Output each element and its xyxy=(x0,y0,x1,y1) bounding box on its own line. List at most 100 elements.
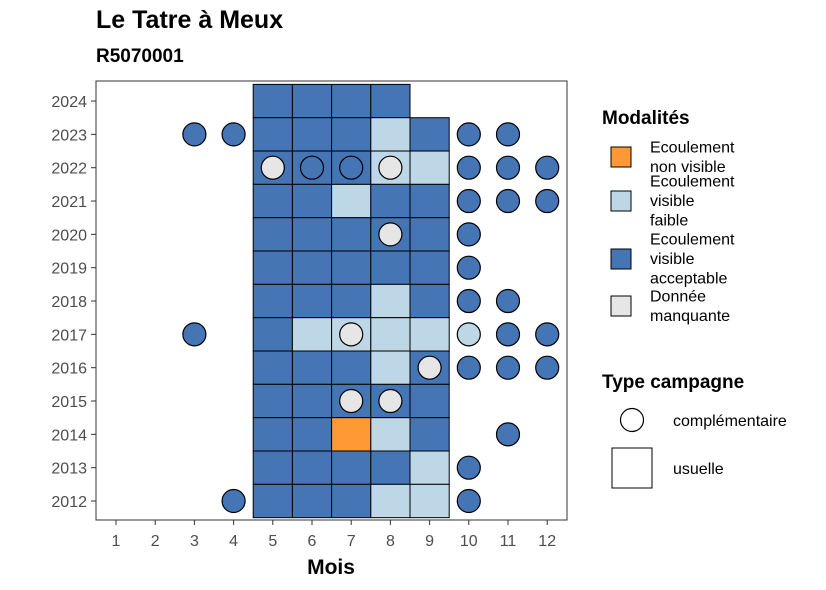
point-2017-12 xyxy=(535,322,560,347)
point-2012-4 xyxy=(221,488,246,514)
circle-layer xyxy=(182,122,560,514)
point-2015-8 xyxy=(378,388,403,414)
point-2022-10 xyxy=(456,155,481,180)
point-2017-3 xyxy=(182,322,207,347)
tile-2014-8 xyxy=(370,417,411,452)
tile-2020-5 xyxy=(252,217,293,252)
point-2018-11 xyxy=(495,288,521,314)
tile-2020-9 xyxy=(409,217,450,252)
y-tick-label: 2023 xyxy=(51,127,87,144)
point-2017-7 xyxy=(339,322,364,347)
y-tick-label: 2013 xyxy=(51,461,87,478)
point-2021-11 xyxy=(495,188,521,214)
tile-2020-7 xyxy=(331,217,372,252)
tile-2013-7 xyxy=(331,450,372,485)
x-tick-label: 3 xyxy=(190,533,199,550)
x-tick-label: 1 xyxy=(112,533,121,550)
tile-2024-5 xyxy=(252,83,293,119)
point-2020-8 xyxy=(378,222,403,247)
y-tick-label: 2018 xyxy=(51,294,87,311)
tile-2021-7 xyxy=(331,183,372,219)
tile-2023-9 xyxy=(409,117,450,152)
y-axis: 2012 2013 2014 2015 2016 2017 2018 2019 2020 2021… xyxy=(51,94,96,511)
point-2016-12 xyxy=(535,355,560,380)
y-tick-label: 2017 xyxy=(51,327,87,344)
tile-2012-9 xyxy=(409,483,450,519)
x-tick-label: 6 xyxy=(308,533,317,550)
tile-2023-6 xyxy=(291,117,333,152)
point-2023-4 xyxy=(221,122,246,147)
tile-2016-6 xyxy=(291,350,333,385)
point-2014-11 xyxy=(495,422,521,447)
tile-2015-5 xyxy=(252,383,293,419)
point-2023-10 xyxy=(456,122,481,147)
point-2019-10 xyxy=(456,255,481,280)
legend-circle-key xyxy=(619,407,645,433)
tile-2019-7 xyxy=(331,250,372,285)
y-tick-label: 2014 xyxy=(51,427,87,444)
tile-2024-6 xyxy=(291,83,333,119)
tile-2017-9 xyxy=(409,317,450,352)
tile-2015-6 xyxy=(291,383,333,419)
x-tick-label: 12 xyxy=(538,533,556,550)
x-tick-label: 5 xyxy=(268,533,277,550)
tile-2018-7 xyxy=(331,283,372,319)
x-tick-label: 7 xyxy=(347,533,356,550)
tile-2018-8 xyxy=(370,283,411,319)
legend-label-dm: Donnée manquante xyxy=(650,288,730,325)
point-2012-10 xyxy=(456,488,481,514)
tile-2023-8 xyxy=(370,117,411,152)
y-tick-label: 2016 xyxy=(51,361,87,378)
y-tick-label: 2022 xyxy=(51,161,87,178)
tile-2012-6 xyxy=(291,483,333,519)
legend-key-nv xyxy=(610,146,632,168)
point-2023-11 xyxy=(495,122,521,147)
legend-modalites-title: Modalités xyxy=(602,108,690,129)
tile-2013-9 xyxy=(409,450,450,485)
legend-key-va xyxy=(610,248,632,270)
point-2022-12 xyxy=(535,155,560,180)
tile-2018-5 xyxy=(252,283,293,319)
legend-label-va: Ecoulement visible acceptable xyxy=(650,232,735,288)
point-2016-11 xyxy=(495,355,521,380)
tile-2018-6 xyxy=(291,283,333,319)
point-2023-3 xyxy=(182,122,207,147)
tile-2024-7 xyxy=(331,83,372,119)
tile-2017-5 xyxy=(252,317,293,352)
legend-label-vf: Ecoulement visible faible xyxy=(650,174,735,230)
tile-2018-9 xyxy=(409,283,450,319)
y-tick-label: 2021 xyxy=(51,194,87,211)
tile-2020-6 xyxy=(291,217,333,252)
tile-2019-6 xyxy=(291,250,333,285)
tile-2013-5 xyxy=(252,450,293,485)
tile-layer xyxy=(252,83,450,519)
tile-2012-7 xyxy=(331,483,372,519)
x-axis-label: Mois xyxy=(307,556,355,579)
tile-2017-6 xyxy=(291,317,333,352)
tile-2016-5 xyxy=(252,350,293,385)
point-2021-12 xyxy=(535,188,560,214)
tile-2014-9 xyxy=(409,417,450,452)
y-tick-label: 2019 xyxy=(51,261,87,278)
tile-2023-7 xyxy=(331,117,372,152)
y-tick-label: 2024 xyxy=(51,94,87,111)
x-axis: 1 2 3 4 5 6 7 8 9 10 11 12 xyxy=(112,520,556,550)
legend-square-key xyxy=(611,447,653,489)
x-tick-label: 2 xyxy=(151,533,160,550)
point-2017-10 xyxy=(456,322,481,347)
tile-2014-5 xyxy=(252,417,293,452)
point-2022-7 xyxy=(339,155,364,180)
x-tick-label: 9 xyxy=(425,533,434,550)
tile-2012-8 xyxy=(370,483,411,519)
tile-2023-5 xyxy=(252,117,293,152)
legend-label-usuelle: usuelle xyxy=(673,461,724,478)
y-tick-label: 2012 xyxy=(51,494,87,511)
tile-2021-6 xyxy=(291,183,333,219)
tile-2012-5 xyxy=(252,483,293,519)
x-tick-label: 10 xyxy=(460,533,478,550)
point-2022-5 xyxy=(260,155,285,180)
tile-2022-9 xyxy=(409,150,450,185)
tile-2014-6 xyxy=(291,417,333,452)
